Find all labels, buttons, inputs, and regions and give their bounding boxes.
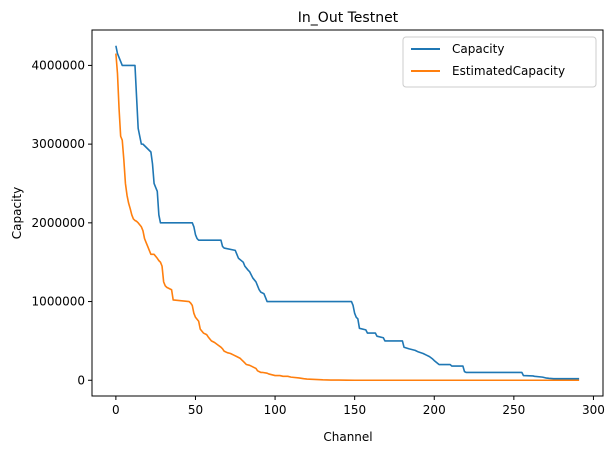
x-tick-label: 50 — [188, 403, 203, 417]
y-tick-label: 0 — [77, 373, 85, 387]
y-tick-label: 3000000 — [32, 137, 85, 151]
x-tick-label: 250 — [502, 403, 525, 417]
y-tick-label: 1000000 — [32, 295, 85, 309]
capacity-line — [115, 45, 580, 380]
legend: Capacity EstimatedCapacity — [402, 36, 597, 88]
legend-label-estimated-capacity: EstimatedCapacity — [452, 64, 565, 78]
legend-box — [402, 36, 597, 88]
x-axis-ticks: 0 50 100 150 200 250 300 — [112, 396, 605, 417]
plot-area: 0 50 100 150 200 250 300 0 1000000 2000000 300000… — [32, 29, 605, 417]
y-tick-label: 4000000 — [32, 58, 85, 72]
plot-frame — [91, 29, 604, 397]
chart-title: In_Out Testnet — [298, 10, 399, 26]
y-axis-ticks: 0 1000000 2000000 3000000 4000000 — [32, 58, 92, 387]
x-tick-label: 300 — [582, 403, 605, 417]
x-tick-label: 100 — [264, 403, 287, 417]
legend-label-capacity: Capacity — [452, 42, 504, 56]
x-tick-label: 0 — [112, 403, 120, 417]
x-axis-label: Channel — [323, 430, 372, 444]
x-tick-label: 150 — [343, 403, 366, 417]
estimated-capacity-line — [115, 53, 580, 382]
x-tick-label: 200 — [423, 403, 446, 417]
y-axis-label: Capacity — [10, 187, 24, 239]
y-tick-label: 2000000 — [32, 216, 85, 230]
series-layer — [115, 45, 580, 382]
